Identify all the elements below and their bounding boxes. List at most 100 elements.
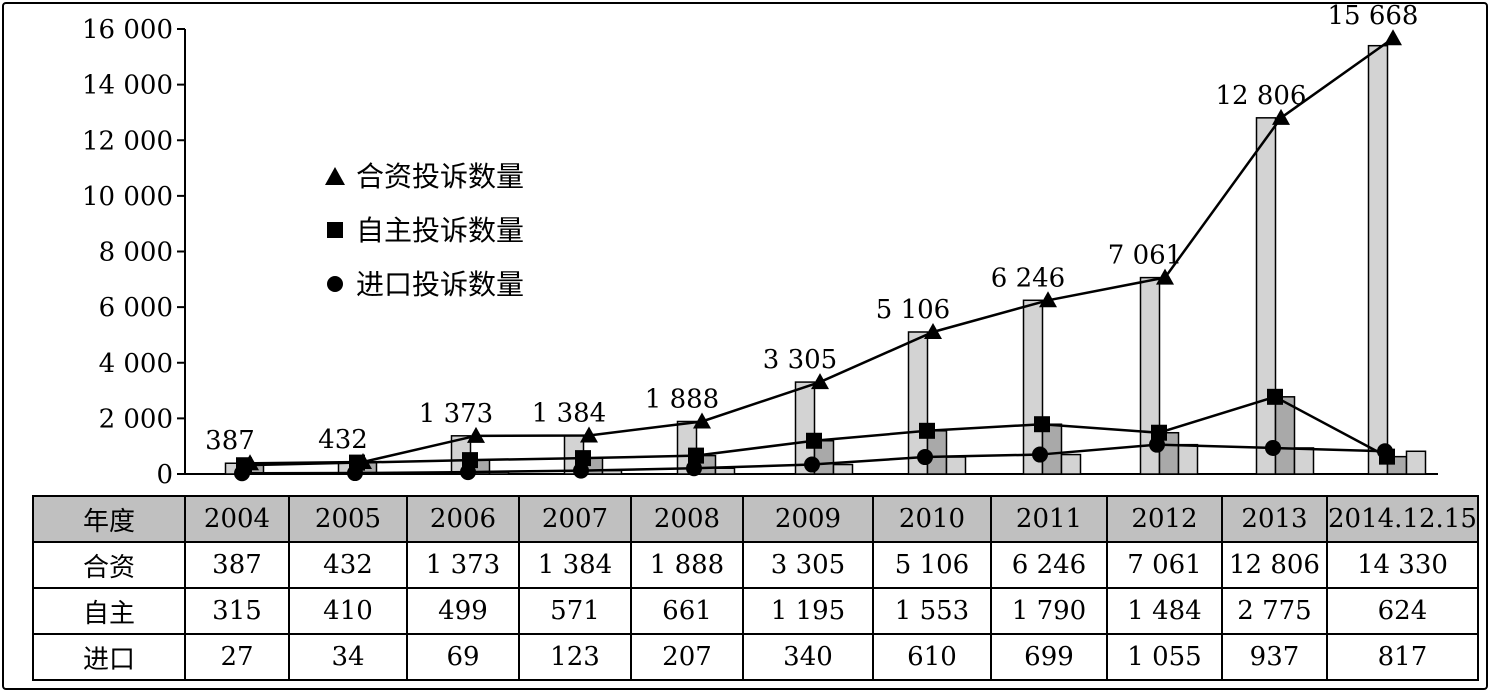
table-year-cell: 2005 [288, 495, 408, 543]
table-year-cell: 2006 [406, 495, 520, 543]
circle-point [347, 465, 363, 482]
table-row-label: 自主 [32, 587, 186, 635]
table-row: 合资 387 432 1 373 1 384 1 888 3 305 5 106… [32, 541, 1479, 589]
table-cell: 937 [1221, 633, 1328, 681]
legend-item-domestic: 自主投诉数量 [318, 202, 524, 256]
square-point [462, 452, 478, 469]
table-cell: 69 [406, 633, 520, 681]
circle-point [917, 449, 933, 466]
bar-import [945, 456, 967, 475]
table-cell: 3 305 [742, 541, 874, 589]
triangle-point [1039, 291, 1057, 308]
bar-import [832, 463, 854, 475]
triangle-point [1384, 29, 1402, 46]
y-tick-label: 8 000 [99, 238, 173, 268]
table-cell: 1 373 [406, 541, 520, 589]
bar-jv [794, 381, 816, 475]
table-year-cell: 2004 [184, 495, 290, 543]
table-cell: 207 [630, 633, 744, 681]
bar-import [714, 467, 736, 475]
triangle-point [1272, 108, 1290, 125]
table-cell: 27 [184, 633, 290, 681]
table-year-cell: 2009 [742, 495, 874, 543]
circle-point [686, 460, 702, 477]
table-cell: 340 [742, 633, 874, 681]
y-tick-label: 16 000 [82, 15, 173, 45]
triangle-point [924, 322, 942, 339]
circle-icon [327, 276, 343, 292]
data-label: 432 [318, 425, 368, 455]
y-tick-label: 4 000 [99, 349, 173, 379]
table-year-cell: 2008 [630, 495, 744, 543]
table-cell: 1 790 [990, 587, 1108, 635]
y-axis: 0 2 000 4 000 6 000 8 000 10 000 12 000 14 000 1… [82, 15, 1438, 490]
square-point [575, 450, 591, 467]
table-year-cell: 2011 [990, 495, 1108, 543]
square-point [919, 422, 935, 439]
table-header-label: 年度 [32, 495, 186, 543]
table-row: 进口 27 34 69 123 207 340 610 699 1 055 93… [32, 633, 1479, 681]
bar-import [1177, 443, 1199, 475]
data-label: 6 246 [991, 263, 1065, 293]
data-label: 5 106 [876, 295, 950, 325]
y-tick-label: 6 000 [99, 293, 173, 323]
bar-jv [1367, 44, 1389, 475]
circle-point [1377, 443, 1393, 460]
data-label: 1 384 [532, 399, 606, 429]
triangle-point [467, 426, 485, 443]
table-row-label: 合资 [32, 541, 186, 589]
triangle-point [1156, 268, 1174, 285]
legend-label-import: 进口投诉数量 [356, 268, 525, 301]
y-tick-label: 2 000 [99, 404, 173, 434]
circle-point [573, 462, 589, 479]
circle-point [460, 464, 476, 481]
circle-point [1032, 446, 1048, 463]
data-table: 年度 2004 2005 2006 2007 2008 2009 2010 20… [32, 495, 1479, 681]
table-cell: 1 384 [518, 541, 632, 589]
point-labels-layer: 387 432 1 373 1 384 1 888 3 305 5 106 6 246 7 06… [205, 1, 1418, 456]
table-cell: 410 [288, 587, 408, 635]
triangle-icon [325, 167, 345, 185]
table-cell: 1 888 [630, 541, 744, 589]
table-cell: 6 246 [990, 541, 1108, 589]
data-label: 15 668 [1328, 1, 1419, 31]
legend-label-jv: 合资投诉数量 [356, 160, 525, 193]
y-tick-label: 12 000 [82, 126, 173, 156]
bar-import [1293, 447, 1315, 475]
table-cell: 499 [406, 587, 520, 635]
table-cell: 1 553 [872, 587, 992, 635]
bar-import [1060, 453, 1082, 475]
circle-point [1265, 439, 1281, 456]
table-year-cell: 2013 [1221, 495, 1328, 543]
table-year-cell: 2007 [518, 495, 632, 543]
table-cell: 661 [630, 587, 744, 635]
table-cell: 610 [872, 633, 992, 681]
triangle-point [811, 373, 829, 390]
bar-import [1405, 450, 1427, 475]
square-point [1034, 416, 1050, 433]
table-cell: 699 [990, 633, 1108, 681]
table-cell: 1 055 [1106, 633, 1223, 681]
table-cell: 7 061 [1106, 541, 1223, 589]
table-cell: 817 [1326, 633, 1479, 681]
table-cell: 123 [518, 633, 632, 681]
table-cell: 315 [184, 587, 290, 635]
y-tick-label: 14 000 [82, 71, 173, 101]
table-header-row: 年度 2004 2005 2006 2007 2008 2009 2010 20… [32, 495, 1479, 543]
circle-point [234, 465, 250, 482]
table-year-cell: 2014.12.15 [1326, 495, 1479, 543]
table-year-cell: 2010 [872, 495, 992, 543]
y-tick-label: 10 000 [82, 182, 173, 212]
circle-point [804, 456, 820, 473]
square-icon [327, 222, 343, 238]
table-cell: 1 484 [1106, 587, 1223, 635]
triangle-point [580, 426, 598, 443]
table-cell: 432 [288, 541, 408, 589]
y-tick-label: 0 [156, 460, 173, 490]
data-label: 3 305 [763, 345, 837, 375]
legend-item-jv: 合资投诉数量 [318, 148, 524, 202]
data-label: 12 806 [1216, 81, 1307, 111]
legend-item-import: 进口投诉数量 [318, 256, 524, 310]
data-label: 1 373 [419, 399, 493, 429]
